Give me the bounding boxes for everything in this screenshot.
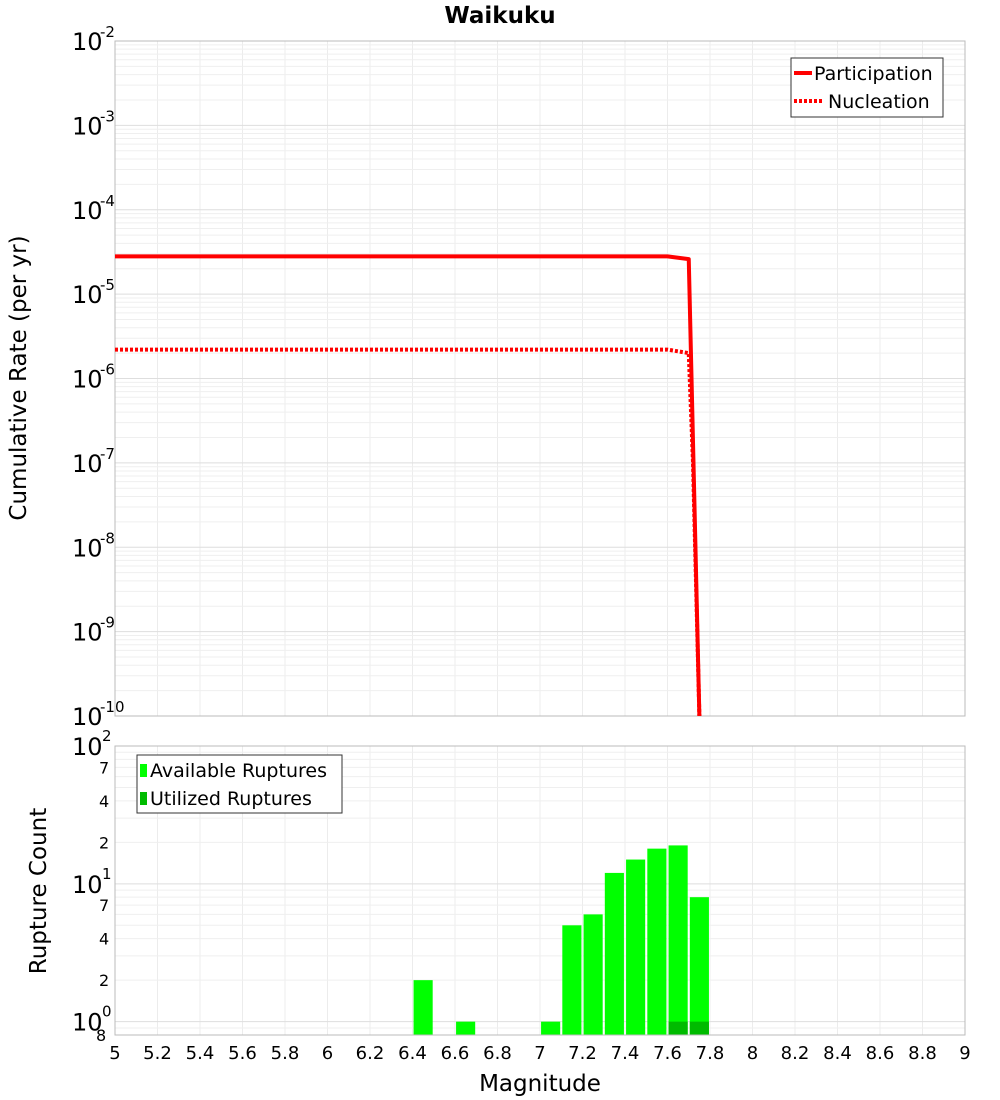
rate-y-tick-exponent: -3 — [100, 107, 115, 125]
rupture-y-tick-label: 2 — [99, 971, 109, 990]
utilized-rupture-bar — [668, 1021, 688, 1035]
nucleation-legend-label: Nucleation — [828, 91, 930, 113]
x-tick-label: 5 — [109, 1043, 120, 1064]
rate-y-tick-exponent: -5 — [100, 276, 115, 294]
rupture-x-ticks: 5 5.2 5.4 5.6 5.8 6 6.2 6.4 6.6 6.8 7 7.2 7.4 7.6 7.8 8… — [109, 1043, 970, 1064]
x-tick-label: 7 — [534, 1043, 545, 1064]
rate-legend-box — [790, 57, 944, 118]
x-tick-label: 6.2 — [356, 1043, 385, 1064]
x-tick-label: 6.8 — [483, 1043, 512, 1064]
rupture-y-tick-exponent: 1 — [102, 865, 112, 883]
rupture-y-tick-label: 7 — [99, 758, 109, 777]
available-legend-label: Available Ruptures — [150, 760, 327, 782]
available-rupture-bar — [647, 848, 667, 1035]
rupture-bars — [413, 845, 709, 1035]
rate-y-tick-exponent: -6 — [100, 361, 115, 379]
rupture-plot-frame — [114, 745, 966, 1036]
x-axis-label: Magnitude — [479, 1071, 601, 1097]
rupture-y-tick-label: 10 — [72, 733, 103, 761]
x-tick-label: 8.4 — [823, 1043, 852, 1064]
x-tick-label: 7.4 — [611, 1043, 640, 1064]
rate-y-tick-label: 10 — [72, 112, 103, 140]
available-rupture-bar — [541, 1021, 561, 1035]
x-tick-label: 7.2 — [568, 1043, 597, 1064]
x-tick-label: 6.4 — [398, 1043, 427, 1064]
available-rupture-bar — [562, 925, 582, 1035]
rate-plot-frame — [114, 40, 966, 717]
rupture-y-axis-label: Rupture Count — [26, 808, 52, 974]
utilized-legend-label: Utilized Ruptures — [150, 788, 312, 810]
rupture-y-tick-label: 4 — [99, 792, 109, 811]
available-rupture-bar — [668, 845, 688, 1035]
x-tick-label: 8.6 — [866, 1043, 895, 1064]
x-tick-label: 8.2 — [781, 1043, 810, 1064]
rate-legend: Participation Nucleation — [790, 57, 944, 118]
rate-y-tick-label: 10 — [72, 28, 103, 56]
available-rupture-bar — [626, 859, 646, 1035]
rate-series — [115, 254, 702, 717]
rate-y-ticks: 10-210-310-410-510-610-710-810-910-10 — [72, 23, 125, 731]
available-rupture-bar — [413, 980, 433, 1035]
utilized-rupture-bar — [689, 1021, 709, 1035]
x-tick-label: 7.6 — [653, 1043, 682, 1064]
available-rupture-bar — [583, 914, 603, 1035]
x-tick-label: 5.6 — [228, 1043, 257, 1064]
rupture-y-tick-label: 8 — [96, 1026, 106, 1045]
rate-y-tick-label: 10 — [72, 281, 103, 309]
available-rupture-bar — [604, 872, 624, 1035]
x-tick-label: 8.8 — [908, 1043, 937, 1064]
available-rupture-bar — [456, 1021, 476, 1035]
rate-y-tick-exponent: -7 — [100, 445, 115, 463]
participation-legend-label: Participation — [814, 63, 933, 85]
chart-title: Waikuku — [444, 3, 555, 29]
rate-chart: Waikuku 10-210-310-410-510-610-710-810-9… — [6, 3, 966, 731]
rupture-legend-box — [136, 754, 343, 814]
available-rupture-bar — [689, 897, 709, 1035]
rate-y-tick-exponent: -8 — [100, 529, 115, 547]
rate-y-axis-label: Cumulative Rate (per yr) — [6, 235, 32, 520]
rate-y-tick-exponent: -4 — [100, 192, 115, 210]
rupture-y-tick-exponent: 2 — [102, 727, 112, 745]
x-tick-label: 9 — [959, 1043, 970, 1064]
participation-line — [115, 254, 702, 717]
rupture-y-tick-label: 7 — [99, 896, 109, 915]
available-legend-swatch — [140, 764, 147, 777]
rupture-y-tick-label: 10 — [72, 1009, 103, 1037]
rate-chart-grid — [114, 41, 966, 717]
x-tick-label: 6.6 — [441, 1043, 470, 1064]
utilized-legend-swatch — [140, 792, 147, 805]
rate-y-tick-exponent: -2 — [100, 23, 115, 41]
rate-y-tick-exponent: -10 — [100, 698, 125, 716]
rate-y-tick-label: 10 — [72, 450, 103, 478]
x-tick-label: 5.2 — [143, 1043, 172, 1064]
x-tick-label: 5.4 — [186, 1043, 215, 1064]
rupture-y-tick-label: 2 — [99, 833, 109, 852]
rupture-legend: Available Ruptures Utilized Ruptures — [136, 754, 343, 814]
rupture-y-tick-label: 4 — [99, 930, 109, 949]
x-tick-label: 7.8 — [696, 1043, 725, 1064]
rate-y-tick-label: 10 — [72, 366, 103, 394]
rupture-y-tick-exponent: 0 — [102, 1003, 112, 1021]
rupture-y-tick-label: 10 — [72, 871, 103, 899]
x-tick-label: 6 — [322, 1043, 333, 1064]
x-tick-label: 5.8 — [271, 1043, 300, 1064]
rate-y-tick-label: 10 — [72, 619, 103, 647]
rupture-chart-grid — [114, 745, 966, 1036]
rate-y-tick-exponent: -9 — [100, 614, 115, 632]
rate-y-tick-label: 10 — [72, 197, 103, 225]
x-tick-label: 8 — [747, 1043, 758, 1064]
rate-y-tick-label: 10 — [72, 534, 103, 562]
rate-y-tick-label: 10 — [72, 703, 103, 731]
